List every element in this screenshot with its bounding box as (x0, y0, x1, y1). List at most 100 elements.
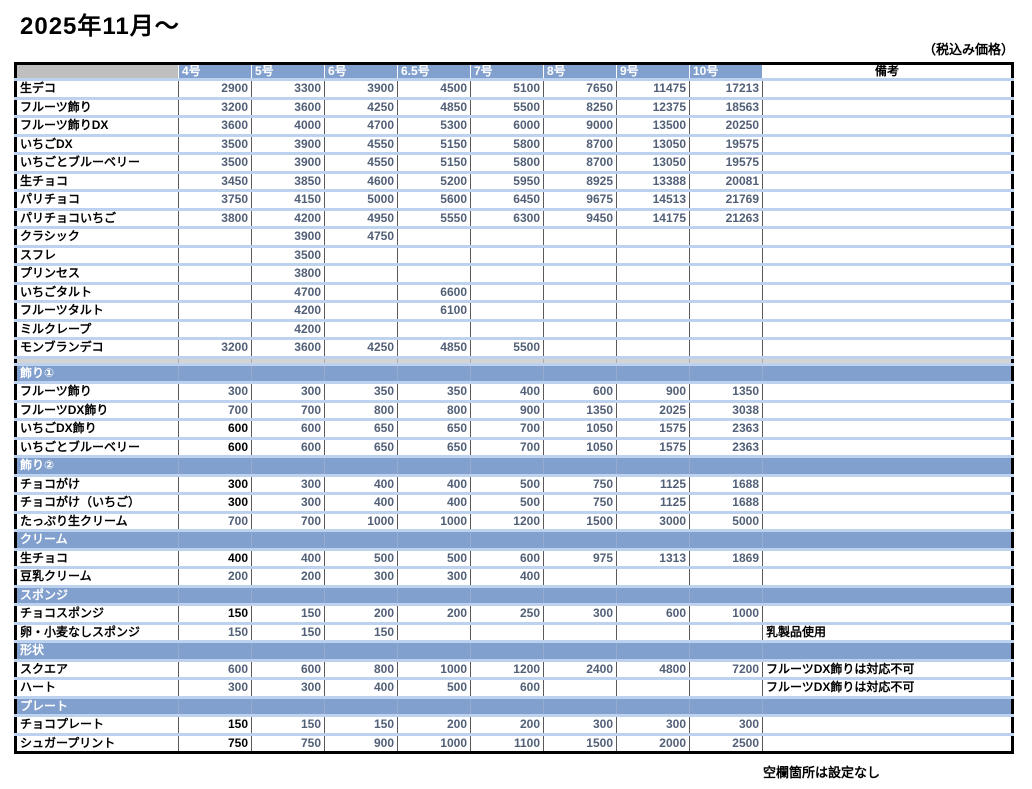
row-label: スクエア (15, 660, 179, 680)
section-cell (616, 641, 690, 662)
table-row: フルーツ飾りDX 3600 4000 4700 5300 6000 9000 13500 202… (15, 116, 1013, 137)
price-cell: 700 (251, 401, 325, 421)
price-cell: 300 (178, 382, 252, 403)
table-row: 生チョコ 400 400 500 500 600 975 1313 1869 (15, 549, 1013, 569)
row-label: プリンセス (15, 264, 179, 285)
price-cell: 1500 (543, 734, 617, 753)
size-column-header: 7号 (470, 63, 544, 81)
table-row: チョコがけ 300 300 400 400 500 750 1125 1688 (15, 475, 1013, 495)
price-cell: 19575 (689, 153, 763, 174)
spacer-cell (616, 357, 690, 366)
price-cell (543, 264, 617, 285)
price-cell: 3750 (178, 190, 252, 211)
price-cell: 500 (470, 493, 544, 514)
section-row: 飾り② (15, 456, 1013, 477)
row-label: 生デコ (15, 79, 179, 100)
price-cell: 4150 (251, 190, 325, 211)
price-cell: 14175 (616, 209, 690, 229)
price-cell: 3800 (251, 264, 325, 285)
section-cell (178, 586, 252, 606)
price-cell (178, 264, 252, 285)
price-cell: 200 (251, 567, 325, 588)
price-cell: 350 (397, 382, 471, 403)
price-cell: 600 (178, 438, 252, 458)
row-label: フルーツ飾りDX (15, 116, 179, 137)
price-cell: 5800 (470, 153, 544, 174)
price-cell (543, 246, 617, 266)
price-cell: 300 (251, 678, 325, 699)
price-cell: 21769 (689, 190, 763, 211)
section-cell (251, 641, 325, 662)
section-cell (762, 586, 1013, 606)
price-cell: 1125 (616, 475, 690, 495)
price-cell: 4700 (324, 116, 398, 137)
price-cell: 400 (324, 678, 398, 699)
price-cell: 200 (397, 604, 471, 625)
row-label: パリチョコいちご (15, 209, 179, 229)
section-cell (543, 586, 617, 606)
price-cell: 6300 (470, 209, 544, 229)
price-cell: 800 (324, 660, 398, 680)
price-cell: 19575 (689, 135, 763, 155)
price-cell: 8700 (543, 135, 617, 155)
price-cell (689, 264, 763, 285)
price-cell: 4800 (616, 660, 690, 680)
table-row: いちごDX飾り 600 600 650 650 700 1050 1575 2363 (15, 419, 1013, 440)
price-cell: 3900 (324, 79, 398, 100)
price-cell: 2400 (543, 660, 617, 680)
price-cell: 300 (251, 382, 325, 403)
row-label: たっぷり生クリーム (15, 512, 179, 532)
table-row: いちごとブルーベリー 3500 3900 4550 5150 5800 8700 13050 1… (15, 153, 1013, 174)
price-cell: 4200 (251, 209, 325, 229)
price-cell (616, 338, 690, 359)
price-cell: 700 (251, 512, 325, 532)
row-label: チョコスポンジ (15, 604, 179, 625)
size-column-header: 4号 (178, 63, 252, 81)
price-cell: 4250 (324, 98, 398, 118)
price-cell: 5500 (470, 338, 544, 359)
price-cell (543, 623, 617, 643)
row-label: フルーツDX飾り (15, 401, 179, 421)
price-cell: 800 (397, 401, 471, 421)
price-cell: 3900 (251, 153, 325, 174)
row-label: いちごDX (15, 135, 179, 155)
price-cell: 9450 (543, 209, 617, 229)
section-row: スポンジ (15, 586, 1013, 606)
price-cell: 400 (324, 475, 398, 495)
price-cell (616, 567, 690, 588)
row-label: シュガープリント (15, 734, 179, 753)
price-cell: 20081 (689, 172, 763, 192)
price-cell: 4950 (324, 209, 398, 229)
table-row: 豆乳クリーム 200 200 300 300 400 (15, 567, 1013, 588)
table-row: ミルクレープ 4200 (15, 320, 1013, 340)
price-cell: 4500 (397, 79, 471, 100)
price-cell: 1200 (470, 512, 544, 532)
price-cell: 7650 (543, 79, 617, 100)
price-cell: 4250 (324, 338, 398, 359)
price-cell: 200 (470, 715, 544, 736)
section-cell (470, 364, 544, 384)
price-cell (178, 246, 252, 266)
remark-cell (762, 338, 1013, 359)
price-cell (397, 623, 471, 643)
price-cell: 1869 (689, 549, 763, 569)
remark-cell (762, 116, 1013, 137)
section-row: 形状 (15, 641, 1013, 662)
price-cell: 600 (470, 549, 544, 569)
price-cell: 5150 (397, 135, 471, 155)
section-cell (689, 697, 763, 717)
price-cell: 1000 (397, 734, 471, 753)
price-cell: 7200 (689, 660, 763, 680)
price-cell: 700 (178, 401, 252, 421)
price-cell (470, 227, 544, 248)
section-cell (178, 530, 252, 551)
price-cell: 200 (178, 567, 252, 588)
section-cell (689, 530, 763, 551)
price-cell (616, 320, 690, 340)
row-label: フルーツ飾り (15, 382, 179, 403)
section-cell (470, 456, 544, 477)
price-cell (616, 678, 690, 699)
section-cell (689, 641, 763, 662)
section-cell (762, 530, 1013, 551)
